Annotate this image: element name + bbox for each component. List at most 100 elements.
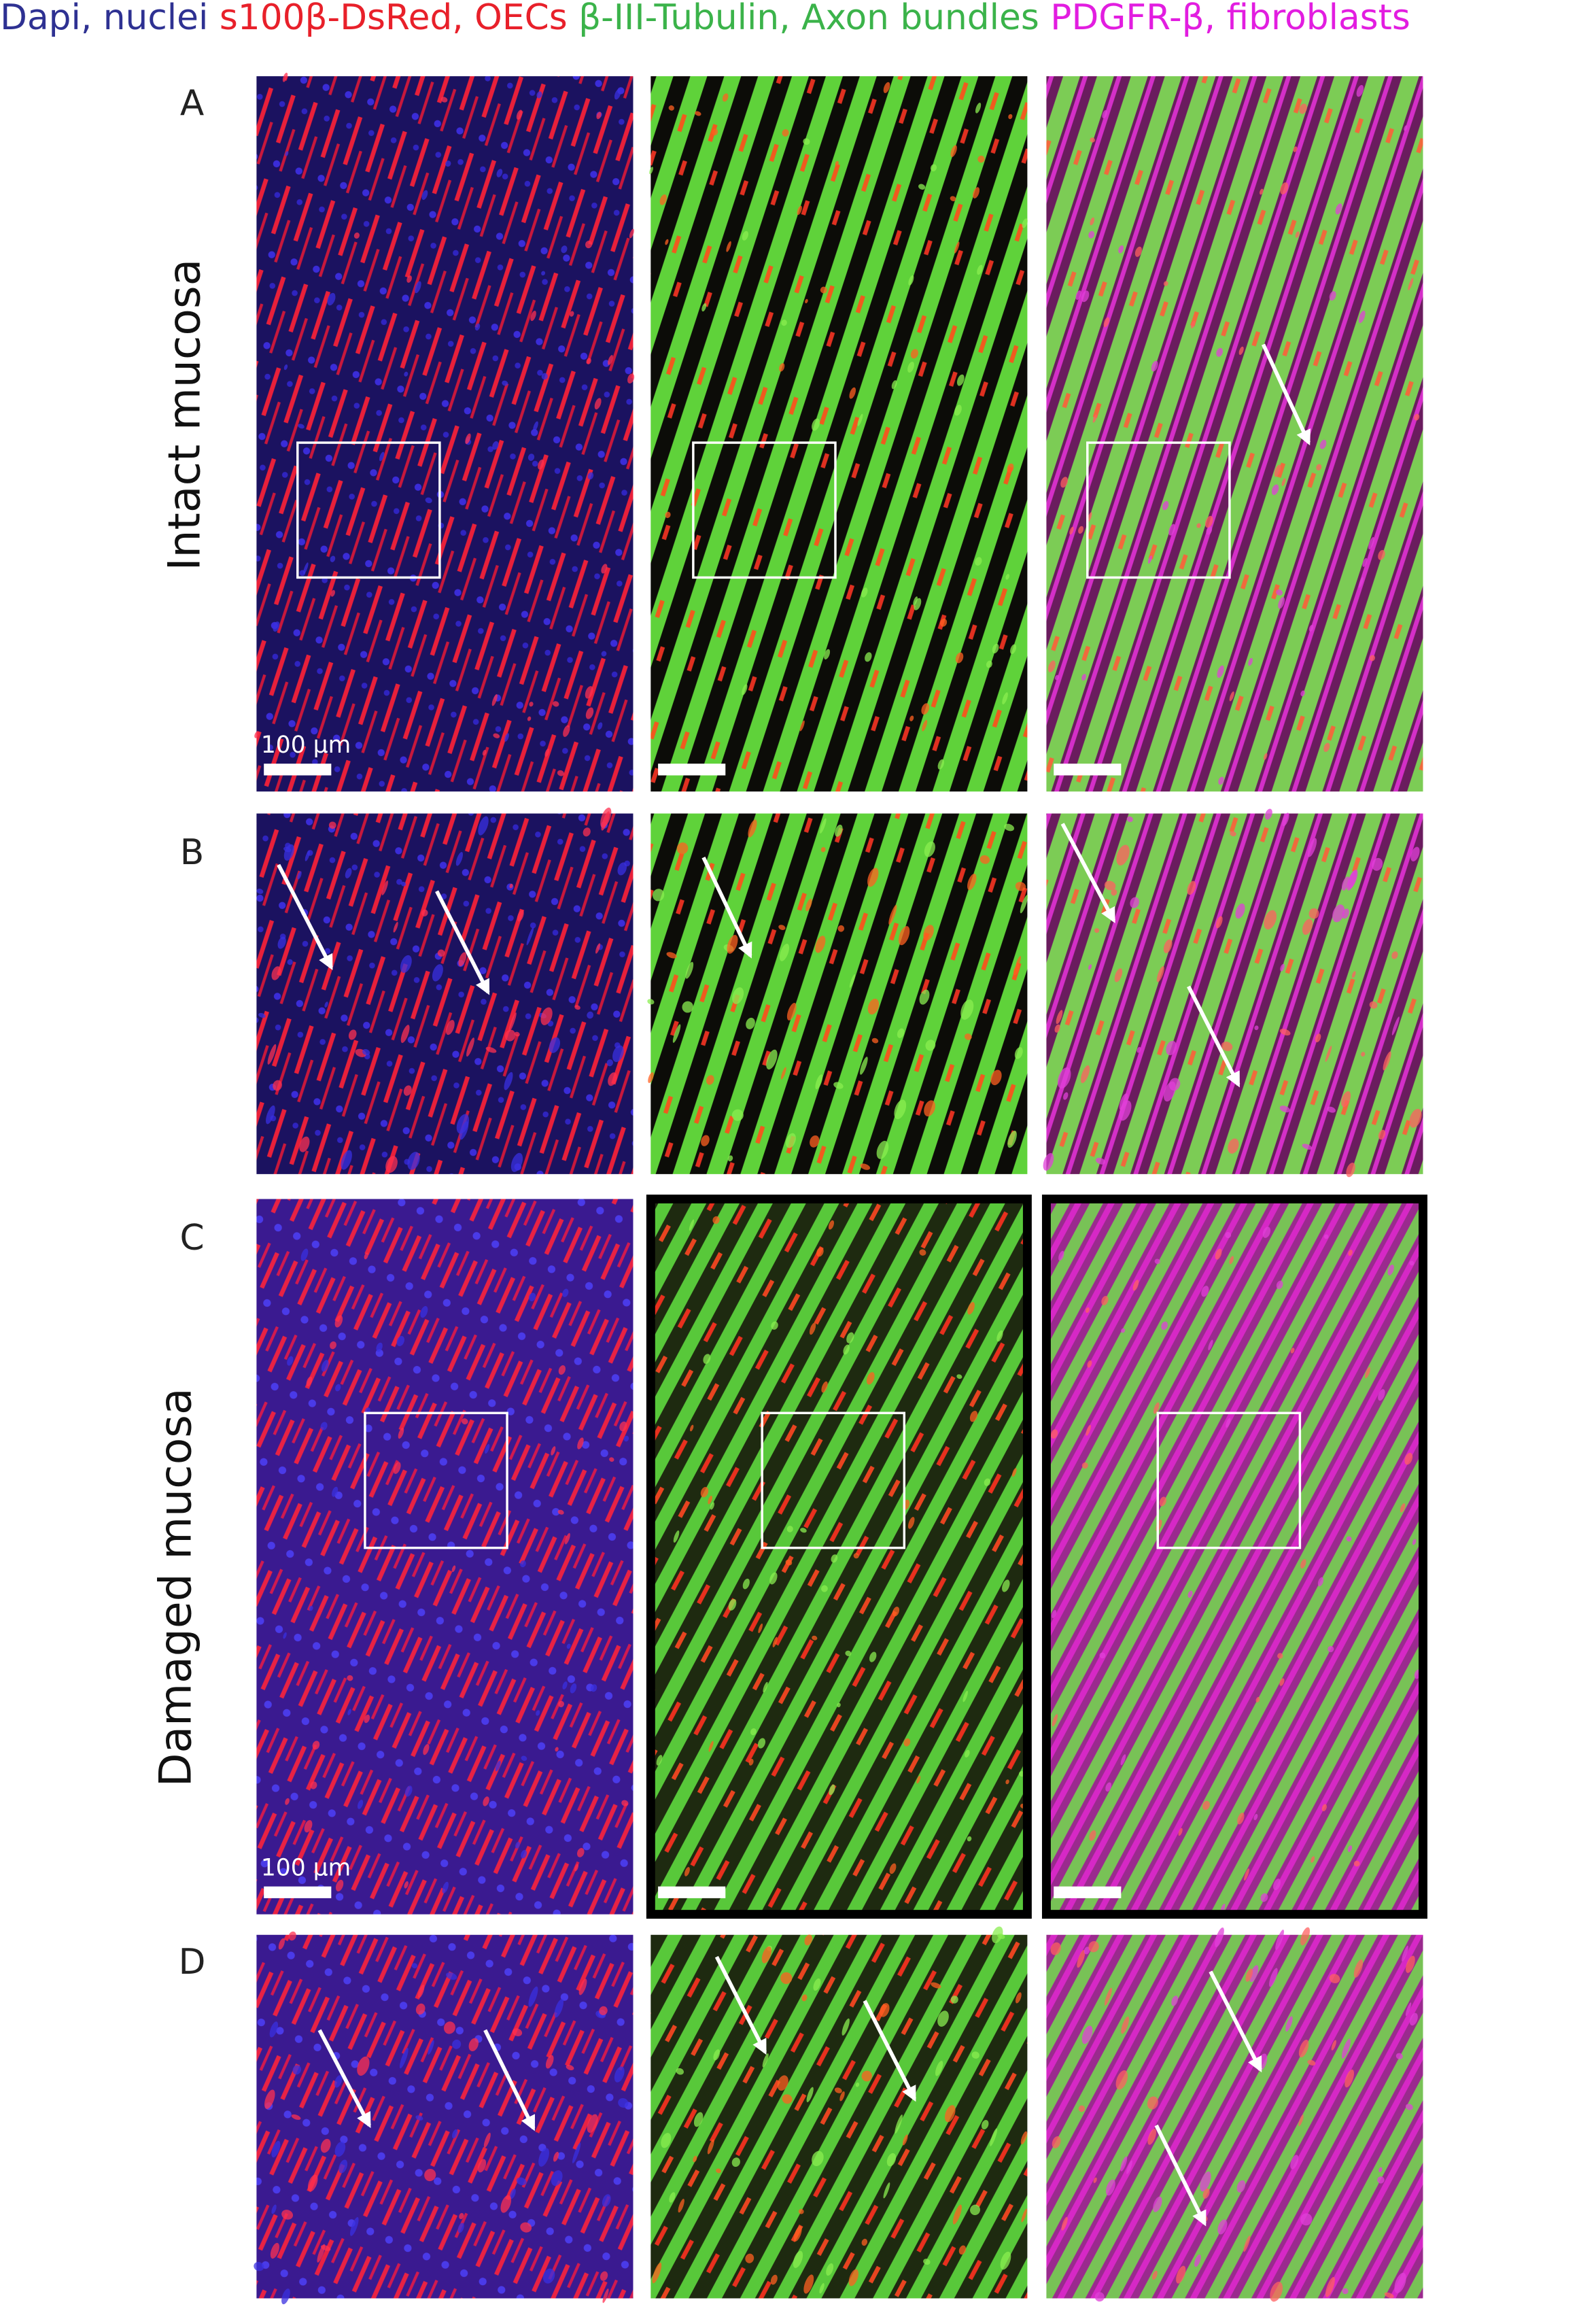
cell (283, 846, 292, 853)
cell (975, 103, 982, 114)
cell (334, 2075, 343, 2088)
micrograph (1046, 813, 1423, 1174)
arrow (435, 890, 490, 995)
cell (672, 1024, 681, 1043)
cell (1253, 1813, 1258, 1821)
row-label: Damaged mucosa (151, 1388, 202, 1787)
cell (428, 2040, 434, 2055)
cell (492, 441, 499, 450)
cell (1114, 968, 1123, 982)
cell (283, 364, 288, 371)
cell (1353, 1860, 1360, 1867)
cell (919, 1249, 926, 1256)
cell (529, 702, 534, 707)
cell (1264, 910, 1277, 930)
cell (267, 1044, 277, 1065)
cell (521, 1755, 527, 1761)
cell (1323, 1234, 1329, 1239)
cell (1321, 1804, 1327, 1812)
cell (1154, 1258, 1160, 1265)
cell (772, 1637, 778, 1647)
cell (779, 943, 790, 961)
legend-item: PDGFR-β, fibroblasts (1050, 0, 1410, 38)
cell (1094, 928, 1100, 933)
cell (883, 82, 890, 93)
cell (452, 2129, 458, 2139)
cell (1190, 320, 1196, 329)
cell (897, 1028, 905, 1038)
cell (541, 373, 548, 380)
cell (907, 362, 914, 373)
inset-box (692, 441, 837, 579)
cell (504, 1072, 513, 1091)
cell (339, 2159, 348, 2174)
cell (965, 1033, 972, 1040)
cell (1156, 966, 1164, 982)
cell (1317, 1577, 1324, 1587)
panel-label: A (180, 83, 204, 124)
cell (1302, 1144, 1313, 1150)
cell (935, 2061, 943, 2076)
cell (707, 2139, 714, 2155)
cell (826, 2263, 834, 2276)
cell (779, 363, 785, 372)
cell (271, 2140, 281, 2158)
cell (1408, 277, 1414, 290)
cell (1208, 1339, 1213, 1351)
legend-item: β-III-Tubulin, Axon bundles (578, 0, 1039, 38)
cell (538, 2148, 549, 2167)
cell (703, 1354, 711, 1365)
cell (806, 2087, 814, 2103)
cell (1103, 317, 1110, 328)
cell (945, 2105, 956, 2123)
micrograph (650, 76, 1028, 792)
cell (996, 1330, 1003, 1342)
scale-bar-label: 100 μm (261, 1854, 351, 1881)
cell (574, 1864, 579, 1872)
cell (923, 925, 934, 941)
cell (1137, 1046, 1141, 1053)
cell (1347, 1845, 1353, 1852)
cell (1013, 964, 1020, 976)
cell (437, 949, 445, 957)
cell (1228, 1138, 1239, 1154)
cell (1378, 2167, 1383, 2172)
cell (950, 1995, 958, 2004)
cell (330, 555, 336, 562)
cell (1083, 1947, 1090, 1955)
cell (1245, 1968, 1253, 1982)
cell (1391, 1016, 1400, 1035)
cell (1021, 2208, 1028, 2223)
cell (1412, 1539, 1417, 1545)
cell (1104, 880, 1116, 891)
cell (495, 1760, 501, 1772)
cell (1216, 347, 1224, 357)
cell (619, 1421, 627, 1432)
cell (866, 1372, 875, 1385)
cell (399, 2047, 409, 2069)
cell (1130, 897, 1139, 908)
cell (940, 618, 948, 627)
cell (1410, 846, 1420, 861)
arrow (1209, 1970, 1262, 2073)
cell (403, 1085, 412, 1096)
cell (1050, 1429, 1058, 1439)
cell (1405, 2104, 1413, 2110)
cell (277, 936, 286, 949)
cell (421, 190, 428, 201)
cell (312, 1741, 320, 1750)
cell (566, 2064, 574, 2070)
cell (834, 2087, 842, 2093)
cell (656, 1755, 663, 1766)
cell (357, 2056, 370, 2076)
cell (551, 1446, 556, 1456)
cell (781, 320, 787, 326)
cell (347, 1709, 351, 1715)
cell (956, 1374, 962, 1380)
cell (1119, 1093, 1128, 1111)
cell (846, 1332, 854, 1343)
cell (1300, 690, 1305, 697)
scale-bar-label: 100 μm (261, 732, 351, 759)
cell (461, 1418, 468, 1425)
cell (1300, 2213, 1313, 2226)
